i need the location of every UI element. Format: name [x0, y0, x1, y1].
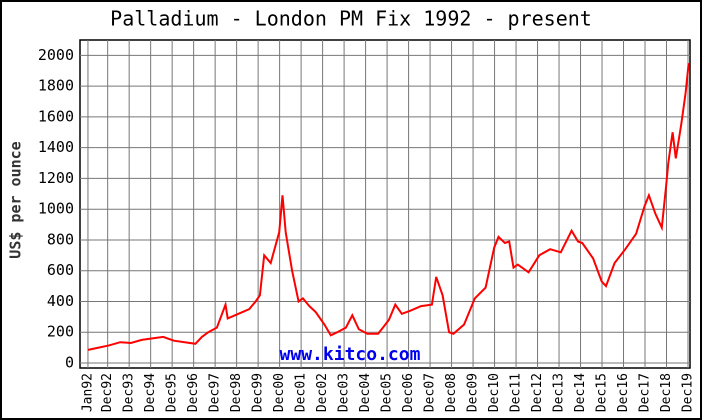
x-tick-label: Dec11	[509, 373, 524, 412]
watermark: www.kitco.com	[280, 344, 421, 365]
x-tick-label: Dec19	[681, 373, 696, 412]
x-tick-label: Dec99	[251, 373, 266, 412]
x-tick-label: Jan92	[80, 373, 95, 412]
y-tick-label: 2000	[38, 46, 74, 64]
x-tick-label: Dec95	[165, 373, 180, 412]
y-tick-label: 1400	[38, 138, 74, 156]
x-tick-label: Dec18	[659, 373, 674, 412]
y-axis-label: US$ per ounce	[7, 141, 25, 258]
x-tick-label: Dec97	[208, 373, 223, 412]
y-tick-label: 600	[47, 261, 74, 279]
x-tick-label: Dec05	[380, 373, 395, 412]
price-line	[87, 62, 690, 351]
chart-title: Palladium - London PM Fix 1992 - present	[110, 7, 592, 31]
y-tick-label: 1600	[38, 107, 74, 125]
x-tick-label: Dec09	[466, 373, 481, 412]
x-tick-label: Dec06	[401, 373, 416, 412]
x-tick-label: Dec14	[573, 373, 588, 412]
x-tick-label: Dec04	[358, 373, 373, 412]
x-tick-label: Dec16	[616, 373, 631, 412]
x-tick-label: Dec92	[100, 373, 115, 412]
y-tick-label: 800	[47, 230, 74, 248]
y-tick-label: 0	[65, 354, 74, 372]
x-tick-label: Dec98	[229, 373, 244, 412]
x-tick-label: Dec08	[444, 373, 459, 412]
x-tick-label: Dec13	[552, 373, 567, 412]
y-tick-label: 1000	[38, 200, 74, 218]
x-tick-label: Dec93	[122, 373, 137, 412]
x-tick-label: Dec10	[487, 373, 502, 412]
x-tick-label: Dec00	[272, 373, 287, 412]
y-tick-label: 400	[47, 292, 74, 310]
y-tick-label: 1800	[38, 77, 74, 95]
x-tick-label: Dec02	[315, 373, 330, 412]
x-tick-label: Dec15	[595, 373, 610, 412]
x-tick-label: Dec17	[638, 373, 653, 412]
x-tick-label: Dec96	[186, 373, 201, 412]
x-tick-label: Dec01	[294, 373, 309, 412]
x-tick-label: Dec03	[337, 373, 352, 412]
x-tick-label: Dec94	[143, 373, 158, 412]
y-tick-label: 1200	[38, 169, 74, 187]
y-tick-label: 200	[47, 323, 74, 341]
x-tick-label: Dec12	[530, 373, 545, 412]
plot-area	[79, 39, 691, 369]
x-tick-label: Dec07	[423, 373, 438, 412]
